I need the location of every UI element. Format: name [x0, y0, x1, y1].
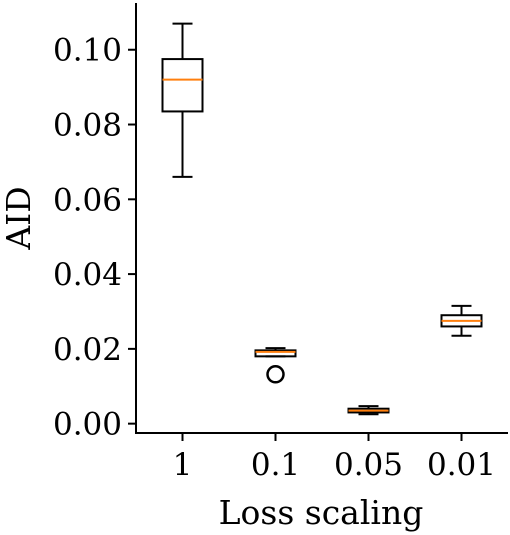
x-axis-label: Loss scaling — [219, 493, 424, 532]
box — [254, 349, 297, 358]
x-tick-label: 1 — [173, 447, 193, 483]
y-ticks: 0.00 0.02 0.04 0.06 0.08 0.10 — [53, 33, 136, 443]
box-group-0.05 — [347, 405, 390, 416]
x-ticks: 1 0.1 0.05 0.01 — [173, 433, 496, 483]
box-group-0.1 — [254, 347, 297, 384]
y-tick-label: 0.10 — [53, 33, 122, 69]
axes: 0.00 0.02 0.04 0.06 0.08 0.10 1 0.1 0.05 0.01 — [53, 3, 508, 483]
y-tick-label: 0.06 — [53, 182, 122, 218]
y-tick-label: 0.04 — [53, 257, 122, 293]
box-group-1 — [161, 22, 204, 178]
y-axis-label: AID — [0, 186, 38, 250]
box — [161, 58, 204, 113]
x-tick-label: 0.1 — [251, 447, 300, 483]
plot-area — [161, 22, 483, 416]
x-tick-label: 0.01 — [427, 447, 496, 483]
y-tick-label: 0.08 — [53, 108, 122, 144]
y-tick-label: 0.02 — [53, 332, 122, 368]
box-group-0.01 — [440, 304, 483, 337]
outlier-point — [266, 365, 285, 384]
y-tick-label: 0.00 — [53, 407, 122, 443]
x-tick-label: 0.05 — [334, 447, 403, 483]
